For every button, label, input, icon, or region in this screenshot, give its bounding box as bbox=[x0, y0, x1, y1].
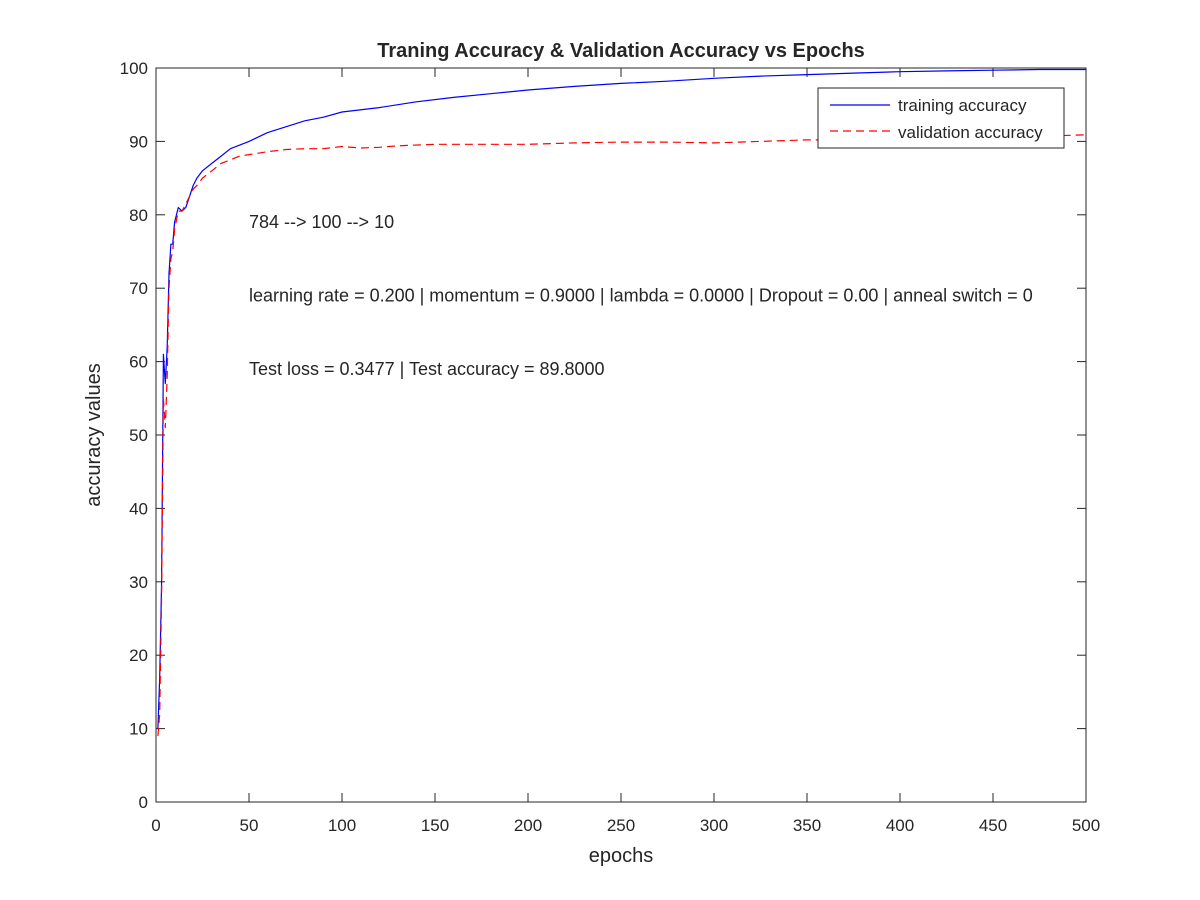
ticks: 0 50 100 150 200 250 300 350 400 450 500 0 10 20 30 40 5… bbox=[120, 59, 1101, 835]
x-tick-label: 250 bbox=[607, 816, 635, 835]
annotation-text-2: learning rate = 0.200 | momentum = 0.900… bbox=[249, 286, 1033, 306]
axes-frame bbox=[155, 67, 1087, 803]
axes-background bbox=[156, 68, 1086, 802]
x-tick-label: 0 bbox=[151, 816, 160, 835]
annotation-text-3: Test loss = 0.3477 | Test accuracy = 89.… bbox=[249, 359, 605, 379]
annotations: 784 --> 100 --> 10 learning rate = 0.200 … bbox=[249, 212, 1033, 379]
x-tick-label: 100 bbox=[328, 816, 356, 835]
series-layer bbox=[157, 68, 1087, 736]
y-tick-label: 20 bbox=[129, 646, 148, 665]
y-tick-label: 100 bbox=[120, 59, 148, 78]
y-tick-label: 90 bbox=[129, 132, 148, 151]
y-tick-label: 10 bbox=[129, 720, 148, 739]
y-tick-label: 80 bbox=[129, 206, 148, 225]
y-tick-label: 30 bbox=[129, 573, 148, 592]
x-tick-label: 150 bbox=[421, 816, 449, 835]
y-tick-label: 50 bbox=[129, 426, 148, 445]
x-tick-label: 50 bbox=[240, 816, 259, 835]
plot-area bbox=[156, 68, 1086, 802]
x-tick-label: 400 bbox=[886, 816, 914, 835]
y-tick-label: 40 bbox=[129, 499, 148, 518]
y-tick-label: 60 bbox=[129, 353, 148, 372]
x-tick-label: 200 bbox=[514, 816, 542, 835]
x-axis-label: epochs bbox=[589, 845, 654, 867]
x-tick-label: 350 bbox=[793, 816, 821, 835]
y-tick-label: 70 bbox=[129, 279, 148, 298]
x-tick-label: 500 bbox=[1072, 816, 1100, 835]
legend-label-training: training accuracy bbox=[898, 96, 1027, 115]
x-tick-label: 450 bbox=[979, 816, 1007, 835]
annotation-text-1: 784 --> 100 --> 10 bbox=[249, 212, 394, 232]
series-line-validation bbox=[157, 134, 1087, 736]
x-tick-label: 300 bbox=[700, 816, 728, 835]
legend: training accuracy validation accuracy bbox=[817, 87, 1065, 149]
legend-box bbox=[817, 87, 1065, 149]
series-line-training bbox=[157, 68, 1086, 729]
chart-title: Traning Accuracy & Validation Accuracy v… bbox=[377, 40, 865, 62]
y-axis-label: accuracy values bbox=[83, 363, 105, 506]
legend-label-validation: validation accuracy bbox=[898, 123, 1043, 142]
y-tick-label: 0 bbox=[139, 793, 148, 812]
